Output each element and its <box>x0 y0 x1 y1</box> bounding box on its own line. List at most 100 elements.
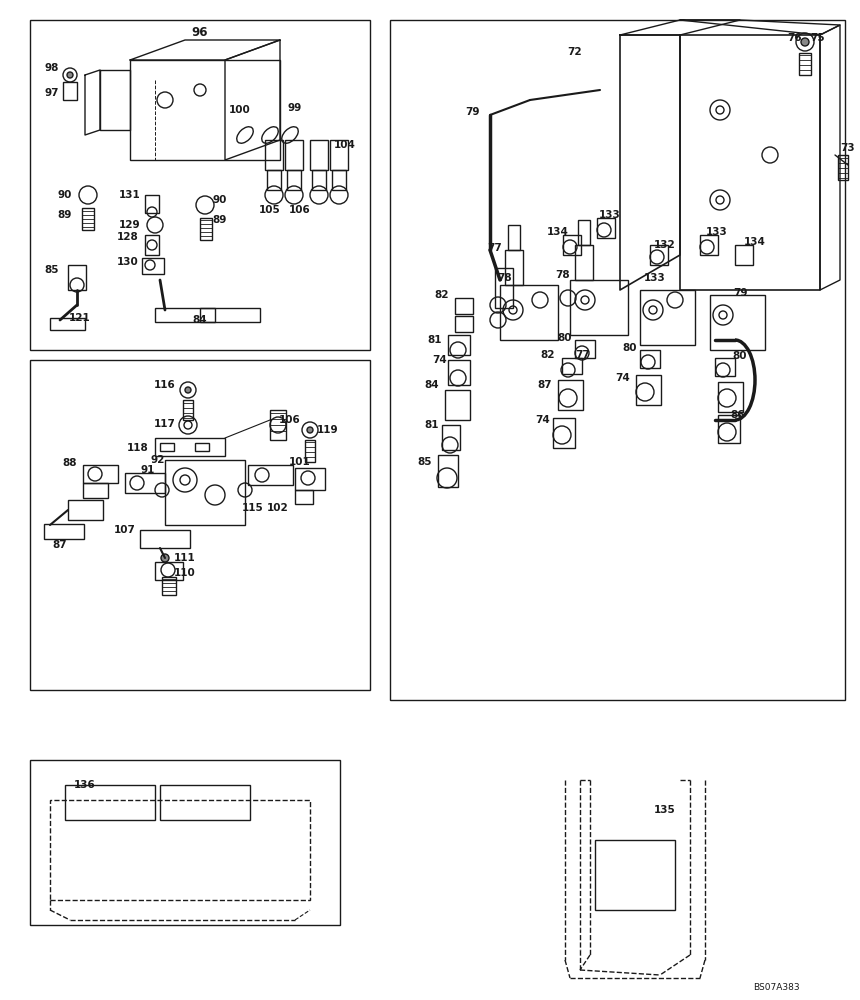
Text: 77: 77 <box>575 350 590 360</box>
Bar <box>142 258 164 274</box>
Bar <box>495 268 513 308</box>
Text: 86: 86 <box>731 410 746 420</box>
Text: 79: 79 <box>733 288 747 298</box>
Bar <box>455 316 473 332</box>
Bar <box>125 473 165 493</box>
Bar <box>83 483 108 498</box>
Bar <box>30 760 340 925</box>
Text: 82: 82 <box>541 350 556 360</box>
Bar <box>162 577 176 595</box>
Bar <box>287 170 301 190</box>
Circle shape <box>307 427 313 433</box>
Text: 135: 135 <box>654 805 676 815</box>
Text: 85: 85 <box>45 265 59 275</box>
Text: 87: 87 <box>538 380 552 390</box>
Text: 131: 131 <box>120 190 141 200</box>
Bar <box>30 20 370 350</box>
Bar <box>735 245 753 265</box>
Text: 133: 133 <box>644 273 666 283</box>
Bar <box>63 82 77 100</box>
Bar <box>200 308 260 322</box>
Bar <box>200 218 212 240</box>
Text: 78: 78 <box>498 273 513 283</box>
Bar <box>575 245 593 280</box>
Bar <box>640 290 695 345</box>
Text: 101: 101 <box>289 457 310 467</box>
Text: 89: 89 <box>58 210 72 220</box>
Bar <box>575 340 595 358</box>
Text: 74: 74 <box>616 373 630 383</box>
Text: 129: 129 <box>120 220 141 230</box>
Bar <box>838 155 848 180</box>
Bar <box>270 410 286 440</box>
Text: 73: 73 <box>841 143 856 153</box>
Text: 96: 96 <box>192 25 208 38</box>
Text: 99: 99 <box>288 103 302 113</box>
Text: 78: 78 <box>556 270 570 280</box>
Text: 85: 85 <box>418 457 433 467</box>
Bar <box>558 380 583 410</box>
Text: 76: 76 <box>788 33 802 43</box>
Bar <box>553 418 575 448</box>
Bar <box>265 140 283 170</box>
Text: 118: 118 <box>127 443 149 453</box>
Bar <box>145 195 159 213</box>
Text: 132: 132 <box>654 240 676 250</box>
Text: 116: 116 <box>154 380 176 390</box>
Bar <box>597 218 615 238</box>
Text: 121: 121 <box>69 313 91 323</box>
Text: 81: 81 <box>427 335 442 345</box>
Text: 80: 80 <box>623 343 637 353</box>
Bar <box>183 400 193 420</box>
Bar <box>155 562 183 580</box>
Bar <box>799 53 811 75</box>
Bar <box>448 335 470 355</box>
Bar <box>595 840 675 910</box>
Bar <box>562 358 582 374</box>
Text: 98: 98 <box>45 63 59 73</box>
Text: 106: 106 <box>280 415 301 425</box>
Text: 110: 110 <box>174 568 196 578</box>
Text: 130: 130 <box>117 257 138 267</box>
Text: 74: 74 <box>536 415 550 425</box>
Bar <box>50 800 310 900</box>
Text: 100: 100 <box>229 105 251 115</box>
Bar <box>390 20 845 700</box>
Text: 77: 77 <box>488 243 502 253</box>
Circle shape <box>801 38 809 46</box>
Bar <box>700 235 718 255</box>
Bar <box>636 375 661 405</box>
Bar <box>267 170 281 190</box>
Text: 128: 128 <box>117 232 138 242</box>
Text: BS07A383: BS07A383 <box>753 984 800 992</box>
Bar <box>715 358 735 376</box>
Text: 117: 117 <box>154 419 176 429</box>
Bar <box>640 350 660 368</box>
Text: 90: 90 <box>58 190 72 200</box>
Text: 133: 133 <box>706 227 728 237</box>
Text: 134: 134 <box>547 227 569 237</box>
Bar <box>445 390 470 420</box>
Bar <box>438 455 458 487</box>
Bar <box>505 250 523 285</box>
Bar <box>82 208 94 230</box>
Text: 79: 79 <box>464 107 479 117</box>
Circle shape <box>67 72 73 78</box>
Bar <box>312 170 326 190</box>
Bar <box>195 443 209 451</box>
Bar <box>508 225 520 250</box>
Text: 115: 115 <box>243 503 264 513</box>
Text: 88: 88 <box>63 458 77 468</box>
Text: 111: 111 <box>174 553 196 563</box>
Bar <box>44 524 84 539</box>
Bar <box>448 360 470 385</box>
Text: 72: 72 <box>568 47 582 57</box>
Bar <box>130 60 280 160</box>
Bar <box>332 170 346 190</box>
Circle shape <box>161 554 169 562</box>
Bar <box>83 465 118 483</box>
Circle shape <box>185 387 191 393</box>
Text: 84: 84 <box>193 315 207 325</box>
Bar <box>145 235 159 255</box>
Text: 91: 91 <box>141 465 155 475</box>
